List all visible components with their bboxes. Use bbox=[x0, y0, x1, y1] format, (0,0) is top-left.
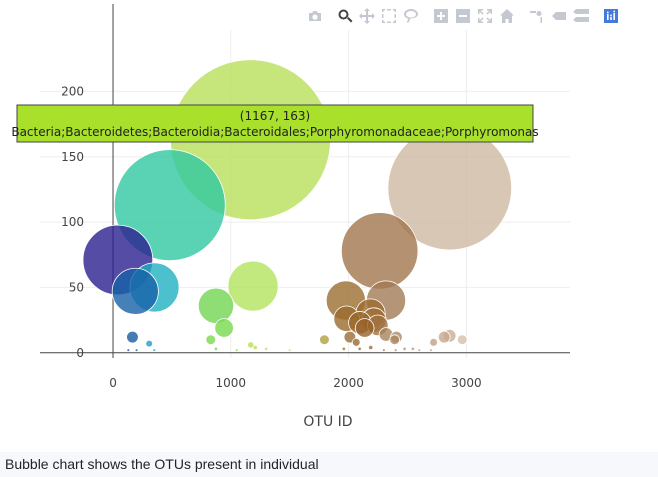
x-tick-label: 3000 bbox=[451, 376, 482, 390]
camera-icon[interactable] bbox=[306, 7, 324, 25]
bubble-point[interactable] bbox=[264, 347, 268, 351]
bubble-point[interactable] bbox=[145, 339, 154, 348]
bubble-point[interactable] bbox=[394, 348, 398, 352]
x-tick-label: 2000 bbox=[333, 376, 364, 390]
bubble-point[interactable] bbox=[389, 334, 400, 346]
bubble-point[interactable] bbox=[354, 318, 375, 338]
hover-text: Bacteria;Bacteroidetes;Bacteroidia;Bacte… bbox=[11, 125, 538, 139]
bubble-point[interactable] bbox=[342, 347, 346, 351]
zoom-out-icon[interactable] bbox=[454, 7, 472, 25]
bubble-point[interactable] bbox=[358, 347, 362, 351]
footer-strip bbox=[0, 452, 658, 477]
box-select-icon[interactable] bbox=[380, 7, 398, 25]
bubble-point[interactable] bbox=[351, 337, 361, 347]
bubble-point[interactable] bbox=[368, 345, 373, 350]
bubble-point[interactable] bbox=[197, 287, 235, 324]
bubble-point[interactable] bbox=[437, 330, 451, 344]
bubble-point[interactable] bbox=[340, 212, 419, 290]
x-tick-label: 0 bbox=[109, 376, 117, 390]
pan-icon[interactable] bbox=[358, 7, 376, 25]
bubble-point[interactable] bbox=[429, 348, 433, 352]
bubble-point[interactable] bbox=[135, 348, 138, 352]
bubble-point[interactable] bbox=[214, 318, 234, 338]
bubble-point[interactable] bbox=[126, 330, 139, 344]
x-tick-label: 1000 bbox=[216, 376, 247, 390]
bubble-point[interactable] bbox=[126, 348, 130, 352]
bubble-point[interactable] bbox=[319, 334, 330, 346]
bubble-point[interactable] bbox=[382, 348, 386, 352]
lasso-icon[interactable] bbox=[402, 7, 420, 25]
hover-box bbox=[16, 104, 534, 143]
chart-caption: Bubble chart shows the OTUs present in i… bbox=[5, 456, 319, 472]
hover-compare-icon[interactable] bbox=[572, 7, 590, 25]
hover-tooltip: (1167, 163) Bacteria;Bacteroidetes;Bacte… bbox=[11, 104, 539, 143]
bubble-point[interactable] bbox=[429, 337, 438, 347]
bubble-series[interactable] bbox=[82, 59, 513, 352]
zoom-icon[interactable] bbox=[336, 7, 354, 25]
axes bbox=[40, 4, 570, 358]
bubble-point[interactable] bbox=[111, 267, 159, 315]
spike-lines-icon[interactable] bbox=[528, 7, 546, 25]
bubble-point[interactable] bbox=[417, 348, 421, 352]
bubble-point[interactable] bbox=[205, 334, 217, 346]
bubble-point[interactable] bbox=[402, 347, 407, 351]
y-tick-label: 150 bbox=[61, 150, 84, 164]
chart-card: 0 50 100 150 200 0 1000 2000 3000 OTU ID (1167, … bbox=[0, 0, 652, 452]
home-icon[interactable] bbox=[498, 7, 516, 25]
autoscale-icon[interactable] bbox=[476, 7, 494, 25]
bubble-point[interactable] bbox=[253, 345, 258, 350]
y-tick-label: 0 bbox=[76, 346, 84, 360]
hover-point-label: (1167, 163) bbox=[240, 109, 310, 123]
bubble-point[interactable] bbox=[152, 348, 156, 352]
bubble-point[interactable] bbox=[411, 347, 415, 351]
bubble-point[interactable] bbox=[214, 347, 218, 351]
y-tick-label: 50 bbox=[69, 280, 84, 294]
hover-closest-icon[interactable] bbox=[550, 7, 568, 25]
bubble-point[interactable] bbox=[235, 348, 239, 352]
y-tick-label: 100 bbox=[61, 215, 84, 229]
bubble-point[interactable] bbox=[113, 149, 226, 261]
zoom-in-icon[interactable] bbox=[432, 7, 450, 25]
bubble-point[interactable] bbox=[288, 348, 292, 352]
bubble-point[interactable] bbox=[456, 334, 468, 346]
y-tick-label: 200 bbox=[61, 84, 84, 98]
x-axis-title: OTU ID bbox=[303, 414, 352, 430]
bubble-point[interactable] bbox=[227, 260, 279, 312]
plotly-logo-icon[interactable] bbox=[602, 7, 620, 25]
modebar bbox=[306, 6, 624, 26]
bubble-point[interactable] bbox=[247, 341, 254, 349]
